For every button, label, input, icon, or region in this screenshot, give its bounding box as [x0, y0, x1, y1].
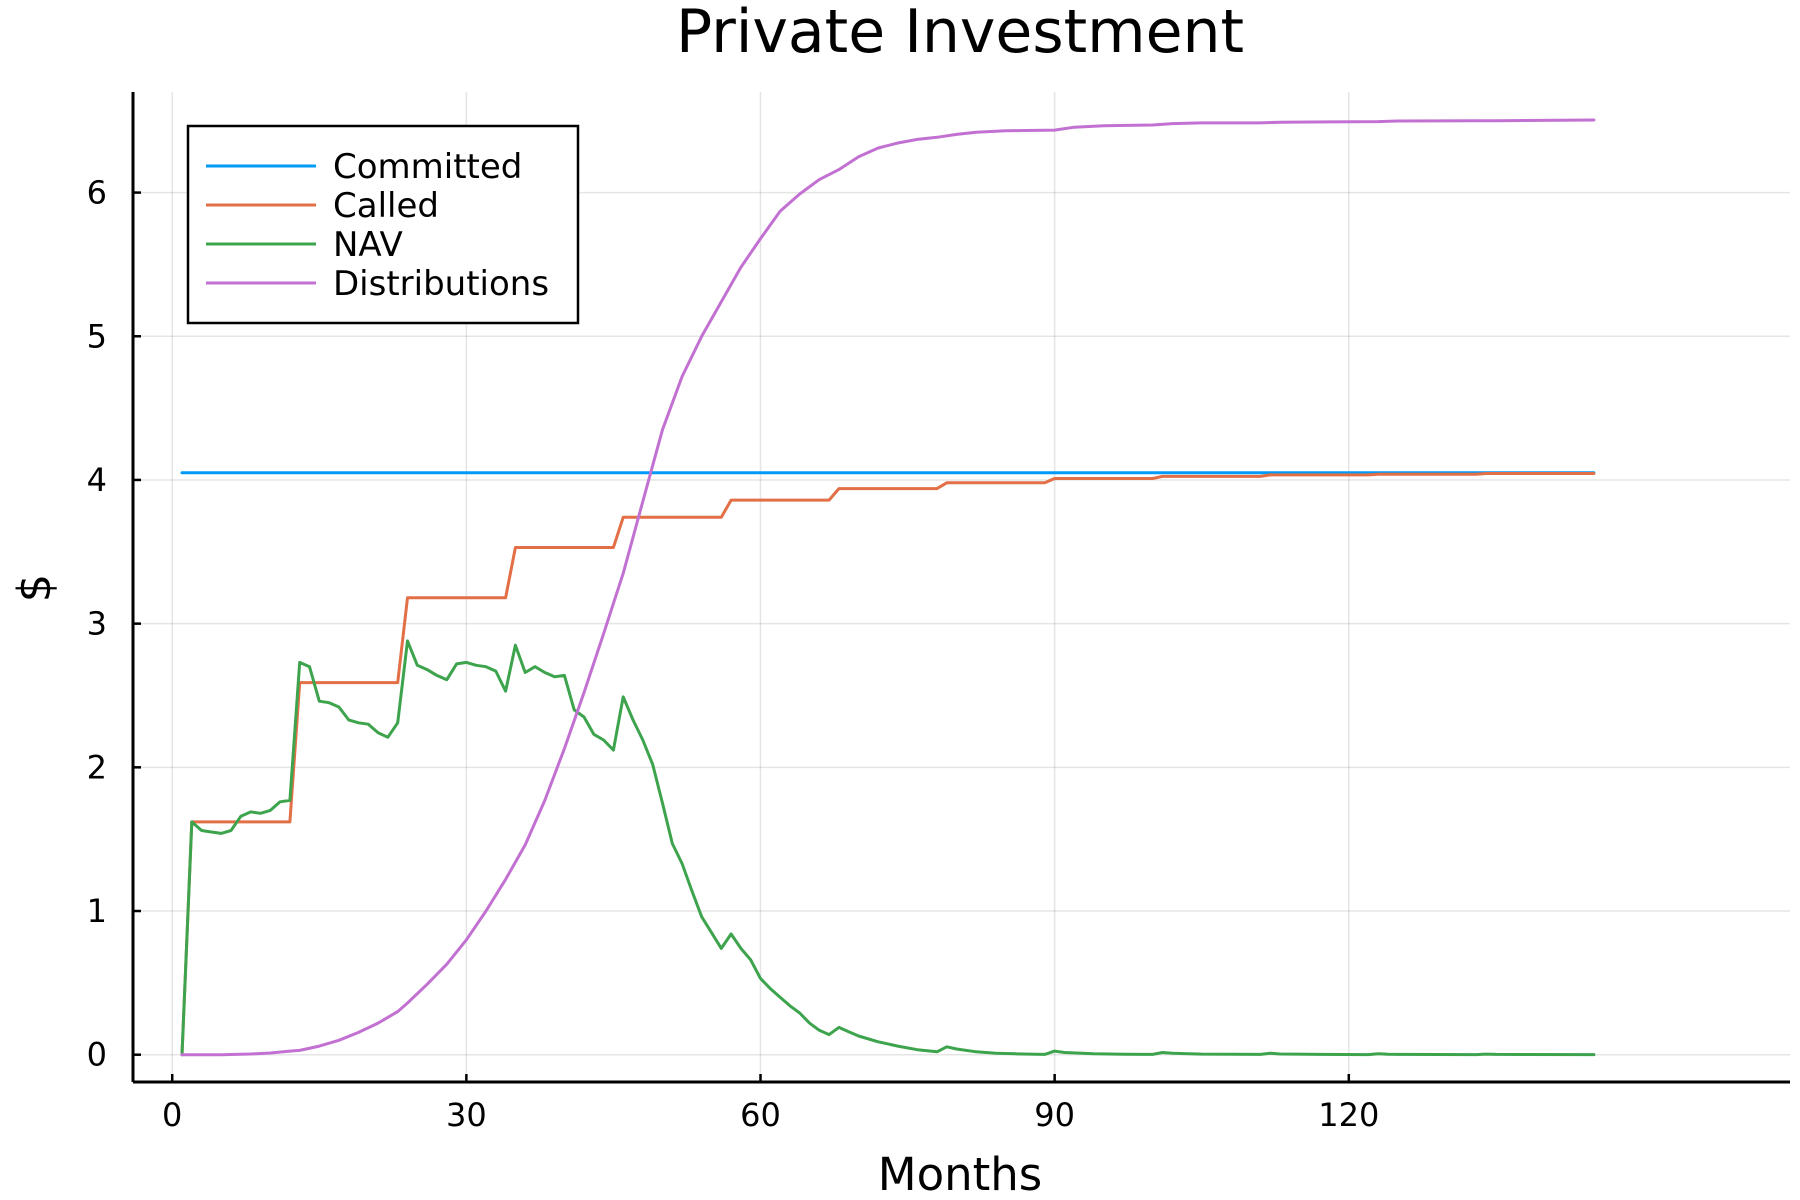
x-axis-label: Months [878, 1148, 1043, 1200]
legend-label-committed: Committed [333, 147, 522, 187]
y-tick-label: 5 [87, 317, 107, 355]
x-tick-label: 30 [446, 1096, 487, 1134]
series-layer [180, 118, 1596, 1057]
x-tick-label: 90 [1034, 1096, 1075, 1134]
y-tick-label: 4 [87, 461, 107, 499]
y-tick-label: 3 [87, 605, 107, 643]
series-line-nav [180, 639, 1596, 1057]
ticks: 0 30 60 90 120 0 1 2 3 4 5 6 [87, 174, 1380, 1134]
x-tick-label: 120 [1318, 1096, 1379, 1134]
x-tick-label: 60 [740, 1096, 781, 1134]
legend-label-distributions: Distributions [333, 264, 549, 304]
chart-title: Private Investment [676, 0, 1244, 67]
y-tick-label: 0 [87, 1036, 107, 1074]
legend-label-nav: NAV [333, 225, 403, 265]
legend-label-called: Called [333, 186, 439, 226]
x-tick-label: 0 [162, 1096, 182, 1134]
axes [131, 92, 1790, 1084]
series-line-distributions [180, 118, 1596, 1057]
legend-box [186, 124, 580, 325]
y-tick-label: 1 [87, 892, 107, 930]
y-tick-label: 6 [87, 174, 107, 212]
y-axis-label: $ [8, 574, 61, 603]
y-tick-label: 2 [87, 748, 107, 786]
series-line-called [180, 472, 1596, 1057]
